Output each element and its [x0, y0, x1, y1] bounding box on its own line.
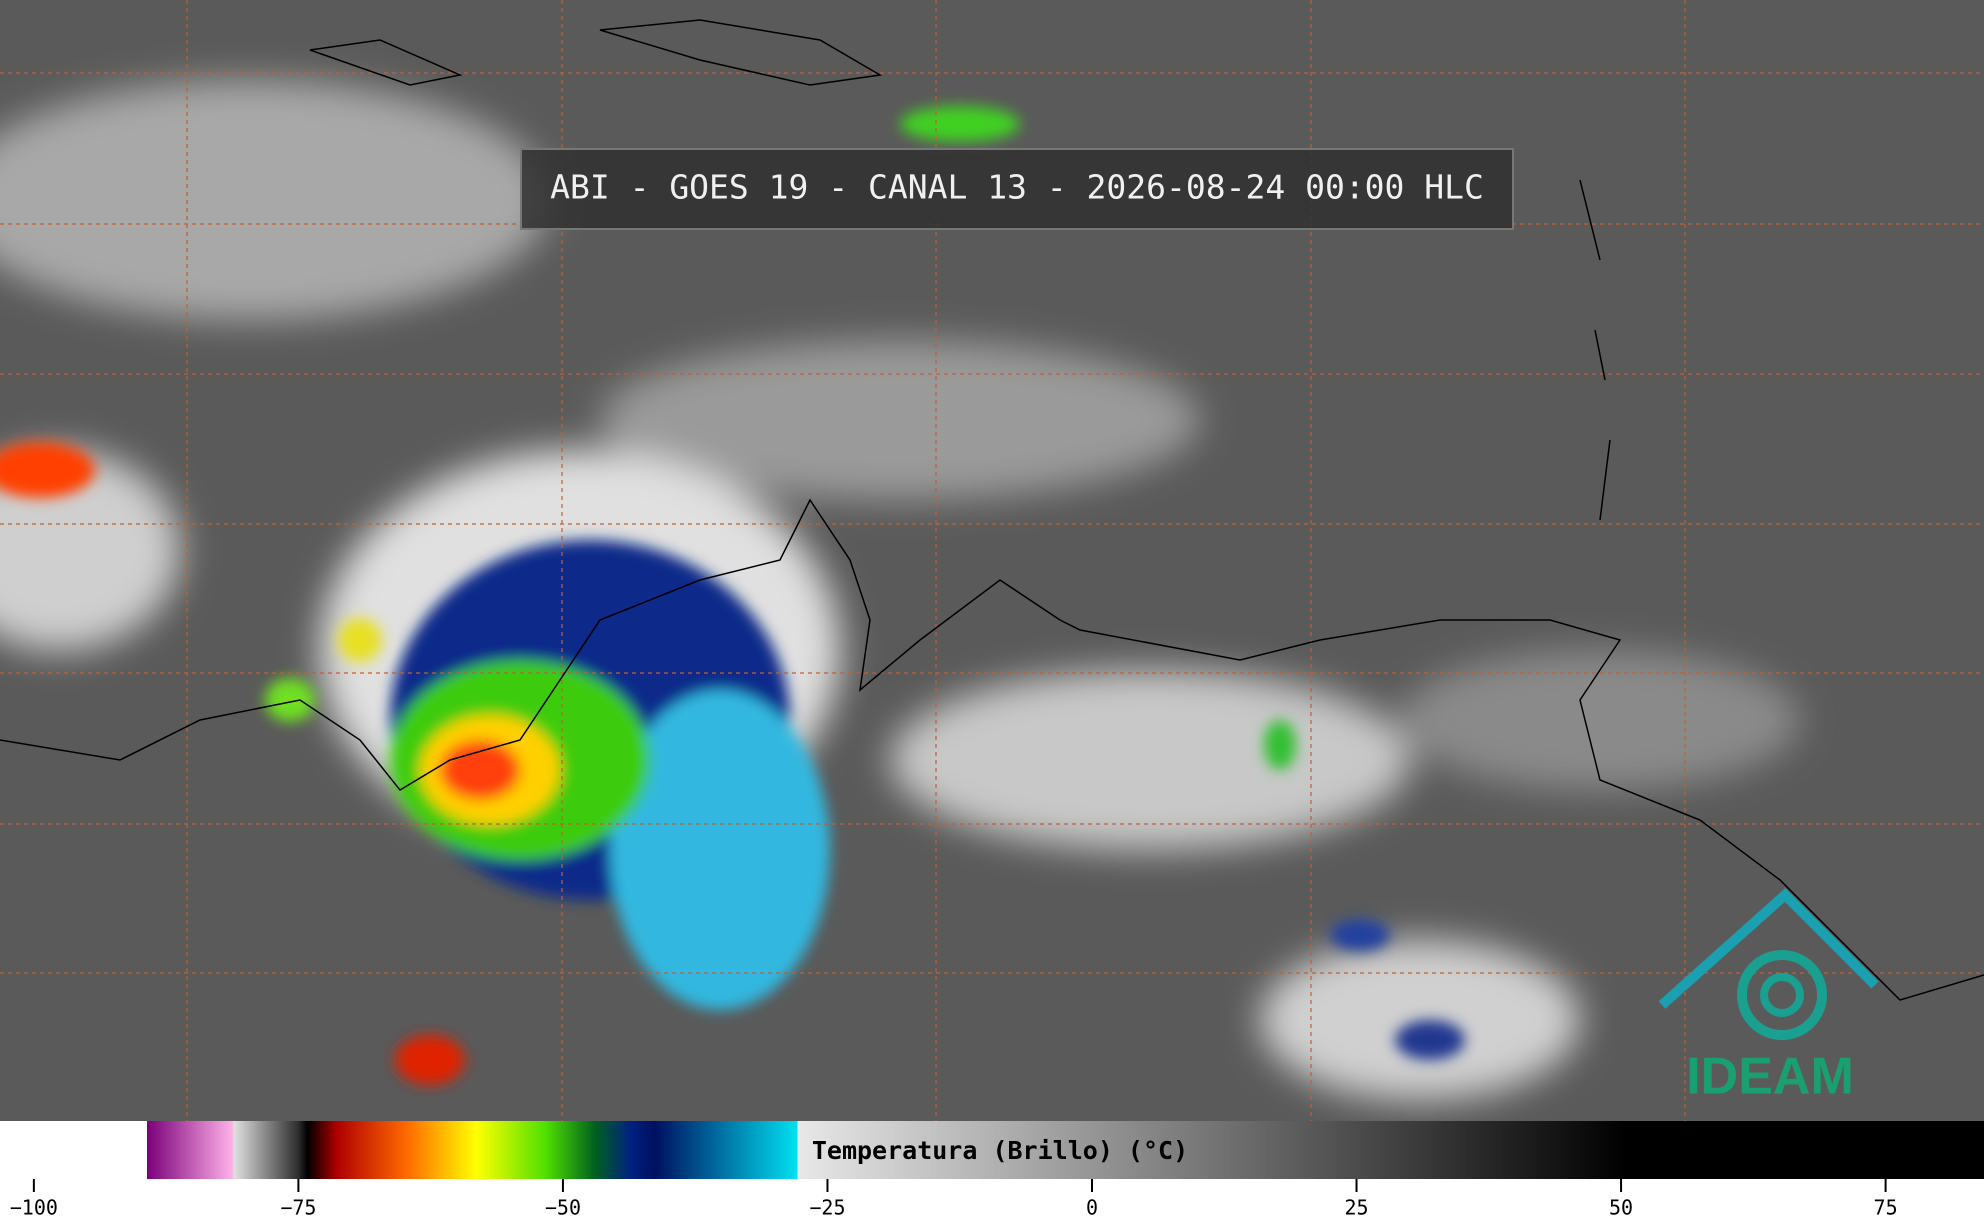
tick-label: −50 — [545, 1196, 581, 1220]
tick-label: 25 — [1344, 1196, 1368, 1220]
logo-text: IDEAM — [1686, 1048, 1854, 1106]
tick-label: 50 — [1609, 1196, 1633, 1220]
cloud-field — [0, 80, 1800, 1100]
colorbar-label: Temperatura (Brillo) (°C) — [812, 1136, 1188, 1165]
tick-label: −100 — [10, 1196, 58, 1220]
tick-label: −25 — [809, 1196, 845, 1220]
tick-area — [0, 1179, 1984, 1222]
convective-cells — [0, 106, 1465, 1085]
tick-label: 0 — [1086, 1196, 1098, 1220]
title: ABI - GOES 19 - CANAL 13 - 2026-08-24 00… — [550, 168, 1484, 207]
title-box — [520, 148, 1514, 230]
logo: IDEAM — [1658, 888, 1879, 1106]
colorbar — [0, 1121, 1984, 1179]
coastlines — [0, 19, 1984, 1001]
tick-label: 75 — [1874, 1196, 1898, 1220]
tick-label: −75 — [280, 1196, 316, 1220]
